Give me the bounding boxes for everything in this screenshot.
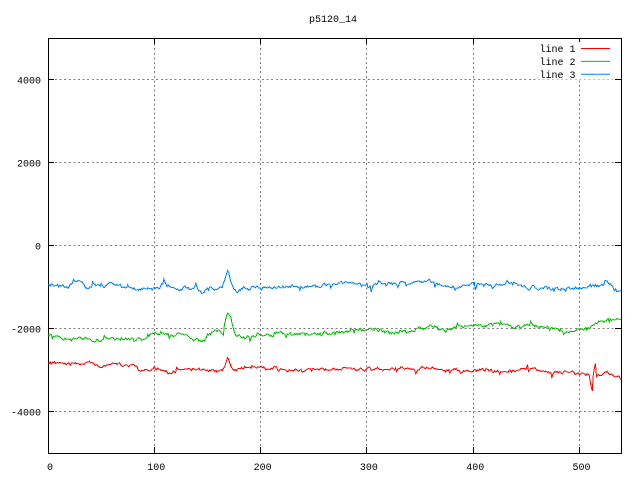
svg-text:-4000: -4000 (11, 409, 41, 420)
svg-text:line 2: line 2 (539, 57, 575, 69)
svg-text:2000: 2000 (17, 160, 41, 171)
svg-text:0: 0 (47, 463, 53, 474)
svg-text:300: 300 (360, 463, 378, 474)
svg-text:0: 0 (35, 243, 41, 254)
svg-text:line 1: line 1 (539, 44, 575, 56)
svg-text:line 3: line 3 (539, 70, 575, 82)
svg-text:500: 500 (572, 463, 590, 474)
svg-text:100: 100 (147, 463, 165, 474)
svg-text:200: 200 (254, 463, 272, 474)
svg-text:p5120_14: p5120_14 (309, 15, 357, 26)
svg-text:-2000: -2000 (11, 326, 41, 337)
svg-text:400: 400 (466, 463, 484, 474)
svg-text:4000: 4000 (17, 77, 41, 88)
